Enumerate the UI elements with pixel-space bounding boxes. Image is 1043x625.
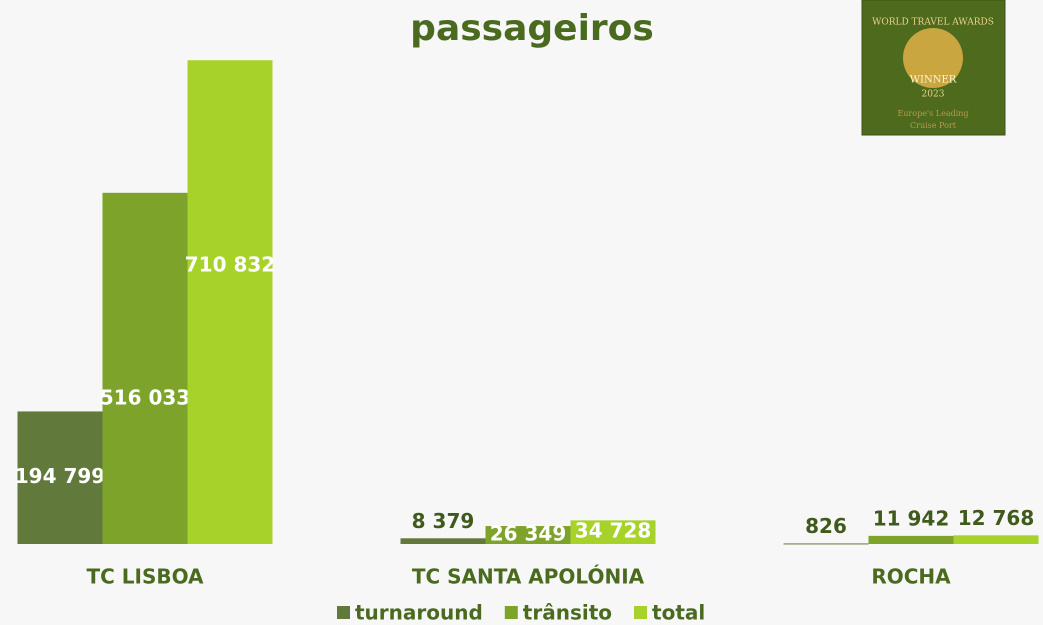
badge-text: Europe's Leading: [897, 109, 968, 118]
data-label: 194 799: [15, 464, 105, 488]
bar: [868, 535, 954, 544]
data-label: 26 349: [490, 522, 567, 546]
bar: [485, 526, 571, 544]
legend-swatch: [634, 606, 648, 619]
x-tick-label: ROCHA: [871, 565, 951, 589]
legend-label: total: [652, 601, 705, 625]
badge-text: WORLD TRAVEL AWARDS: [872, 18, 994, 28]
data-label: 34 728: [575, 519, 652, 543]
data-label: 8 379: [412, 509, 475, 533]
badge-text: WINNER: [910, 75, 957, 86]
bar: [953, 535, 1039, 544]
legend-label: trânsito: [523, 601, 612, 625]
bar: [400, 538, 486, 544]
data-label: 710 832: [185, 253, 275, 277]
badge-text: 2023: [922, 90, 945, 100]
bar: [187, 60, 273, 545]
badge-text: Cruise Port: [910, 121, 957, 130]
badge-globe: [903, 28, 963, 88]
bar: [783, 543, 869, 545]
bar: [570, 520, 656, 544]
legend-swatch: [337, 606, 350, 619]
x-tick-label: TC SANTA APOLÓNIA: [412, 565, 645, 589]
badge: WORLD TRAVEL AWARDS WINNER 2023 Europe's…: [861, 0, 1006, 136]
data-label: 12 768: [958, 506, 1035, 530]
legend-swatch: [504, 606, 518, 619]
bar: [17, 411, 103, 544]
data-label: 826: [805, 514, 847, 538]
data-label: 516 033: [100, 385, 190, 409]
legend-label: turnaround: [355, 601, 483, 625]
bar: [102, 192, 188, 544]
x-tick-label: TC LISBOA: [86, 565, 204, 589]
chart-title: passageiros: [410, 8, 654, 49]
data-label: 11 942: [873, 506, 950, 530]
